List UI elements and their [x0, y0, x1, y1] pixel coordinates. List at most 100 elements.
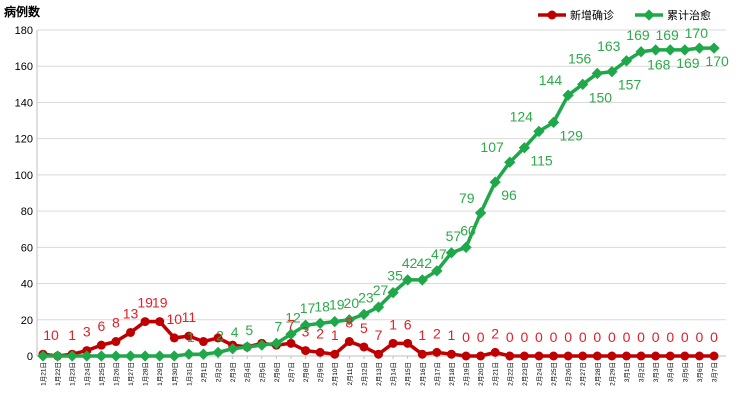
data-label: 47	[431, 246, 447, 262]
data-label: 169	[655, 27, 679, 43]
data-label: 7	[274, 318, 282, 334]
x-tick-label: 2月2日	[215, 362, 223, 382]
x-tick-label: 3月7日	[711, 362, 719, 382]
data-point	[489, 176, 501, 188]
data-label: 0	[696, 329, 704, 345]
data-point	[96, 340, 106, 350]
data-point	[476, 351, 486, 361]
x-tick-labels: 1月21日 1月22日 1月23日 1月24日 1月25日 1月26日 1月27日 1月28日…	[40, 356, 719, 386]
data-label: 3	[83, 324, 91, 340]
data-point	[111, 337, 121, 347]
data-point	[213, 333, 223, 343]
data-label: 42	[402, 255, 418, 271]
data-point	[474, 207, 487, 219]
data-point	[664, 44, 676, 56]
data-point	[374, 349, 383, 359]
data-label: 2	[316, 325, 324, 341]
y-tick-label: 80	[21, 206, 33, 218]
x-tick-label: 3月2日	[638, 362, 646, 382]
data-point	[387, 286, 399, 299]
data-label: 5	[245, 322, 253, 338]
y-tick-label: 160	[15, 61, 33, 73]
data-label: 163	[597, 38, 621, 54]
y-tick-label: 100	[15, 170, 33, 182]
data-label: 0	[710, 329, 718, 345]
data-label: 10	[166, 311, 182, 327]
data-label: 0	[608, 329, 616, 345]
data-point	[416, 274, 428, 286]
data-label: 8	[112, 315, 120, 331]
data-point	[110, 350, 122, 362]
data-point	[270, 337, 283, 349]
data-point	[461, 351, 471, 361]
legend-marker	[547, 10, 557, 20]
data-point	[621, 351, 631, 361]
data-point	[124, 350, 137, 362]
data-label: 1	[331, 327, 339, 343]
data-point	[620, 55, 633, 67]
x-tick-label: 2月9日	[317, 362, 325, 382]
data-label: 168	[647, 57, 671, 73]
data-point	[505, 351, 515, 361]
data-point	[518, 142, 531, 154]
data-label: 0	[666, 329, 674, 345]
data-point	[403, 338, 413, 348]
x-tick-label: 1月29日	[156, 362, 164, 386]
data-point	[607, 351, 617, 361]
data-point	[649, 44, 662, 56]
data-label: 20	[344, 295, 360, 311]
data-point	[402, 274, 414, 286]
data-point	[183, 348, 195, 360]
data-label: 11	[182, 309, 197, 325]
data-label: 157	[618, 77, 642, 93]
x-tick-label: 2月22日	[506, 362, 514, 386]
data-label: 2	[491, 325, 499, 341]
y-tick-label: 60	[21, 242, 33, 254]
data-point	[286, 338, 296, 348]
data-label: 0	[623, 329, 631, 345]
data-label: 1	[418, 327, 426, 343]
x-tick-label: 2月25日	[550, 362, 558, 386]
data-label: 79	[459, 190, 475, 206]
x-tick-label: 2月7日	[287, 362, 295, 382]
data-label: 18	[314, 298, 330, 314]
data-label: 0	[520, 329, 528, 345]
data-label: 150	[589, 89, 613, 105]
x-tick-label: 2月10日	[331, 362, 339, 386]
x-tick-label: 2月27日	[579, 362, 587, 386]
data-point	[37, 350, 49, 362]
data-point	[504, 156, 516, 168]
data-point	[169, 333, 179, 343]
data-label: 6	[404, 316, 412, 332]
data-point	[388, 338, 398, 348]
data-point	[344, 337, 354, 347]
data-point	[578, 351, 588, 361]
x-tick-label: 1月26日	[112, 362, 120, 386]
data-label: 156	[568, 50, 592, 66]
data-label: 2	[216, 327, 224, 343]
data-point	[330, 349, 340, 359]
data-point	[636, 351, 646, 361]
x-tick-label: 2月15日	[404, 362, 412, 386]
data-label: 169	[676, 55, 700, 71]
data-point	[241, 341, 253, 353]
data-point	[417, 349, 427, 359]
data-point	[329, 315, 341, 328]
legend-label: 累计治愈	[667, 8, 711, 22]
data-label: 7	[375, 327, 383, 343]
y-tick-label: 140	[15, 97, 33, 109]
data-point	[126, 327, 136, 337]
data-label: 8	[345, 315, 353, 331]
data-point	[168, 350, 180, 362]
data-label: 6	[97, 318, 105, 334]
data-point	[139, 350, 151, 362]
data-label: 57	[446, 228, 462, 244]
data-label: 1	[389, 316, 397, 332]
x-tick-label: 3月3日	[652, 362, 660, 382]
data-point	[460, 241, 472, 253]
data-point	[694, 351, 704, 361]
data-point	[680, 351, 690, 361]
data-label: 170	[705, 53, 729, 69]
x-tick-label: 3月1日	[623, 362, 631, 382]
